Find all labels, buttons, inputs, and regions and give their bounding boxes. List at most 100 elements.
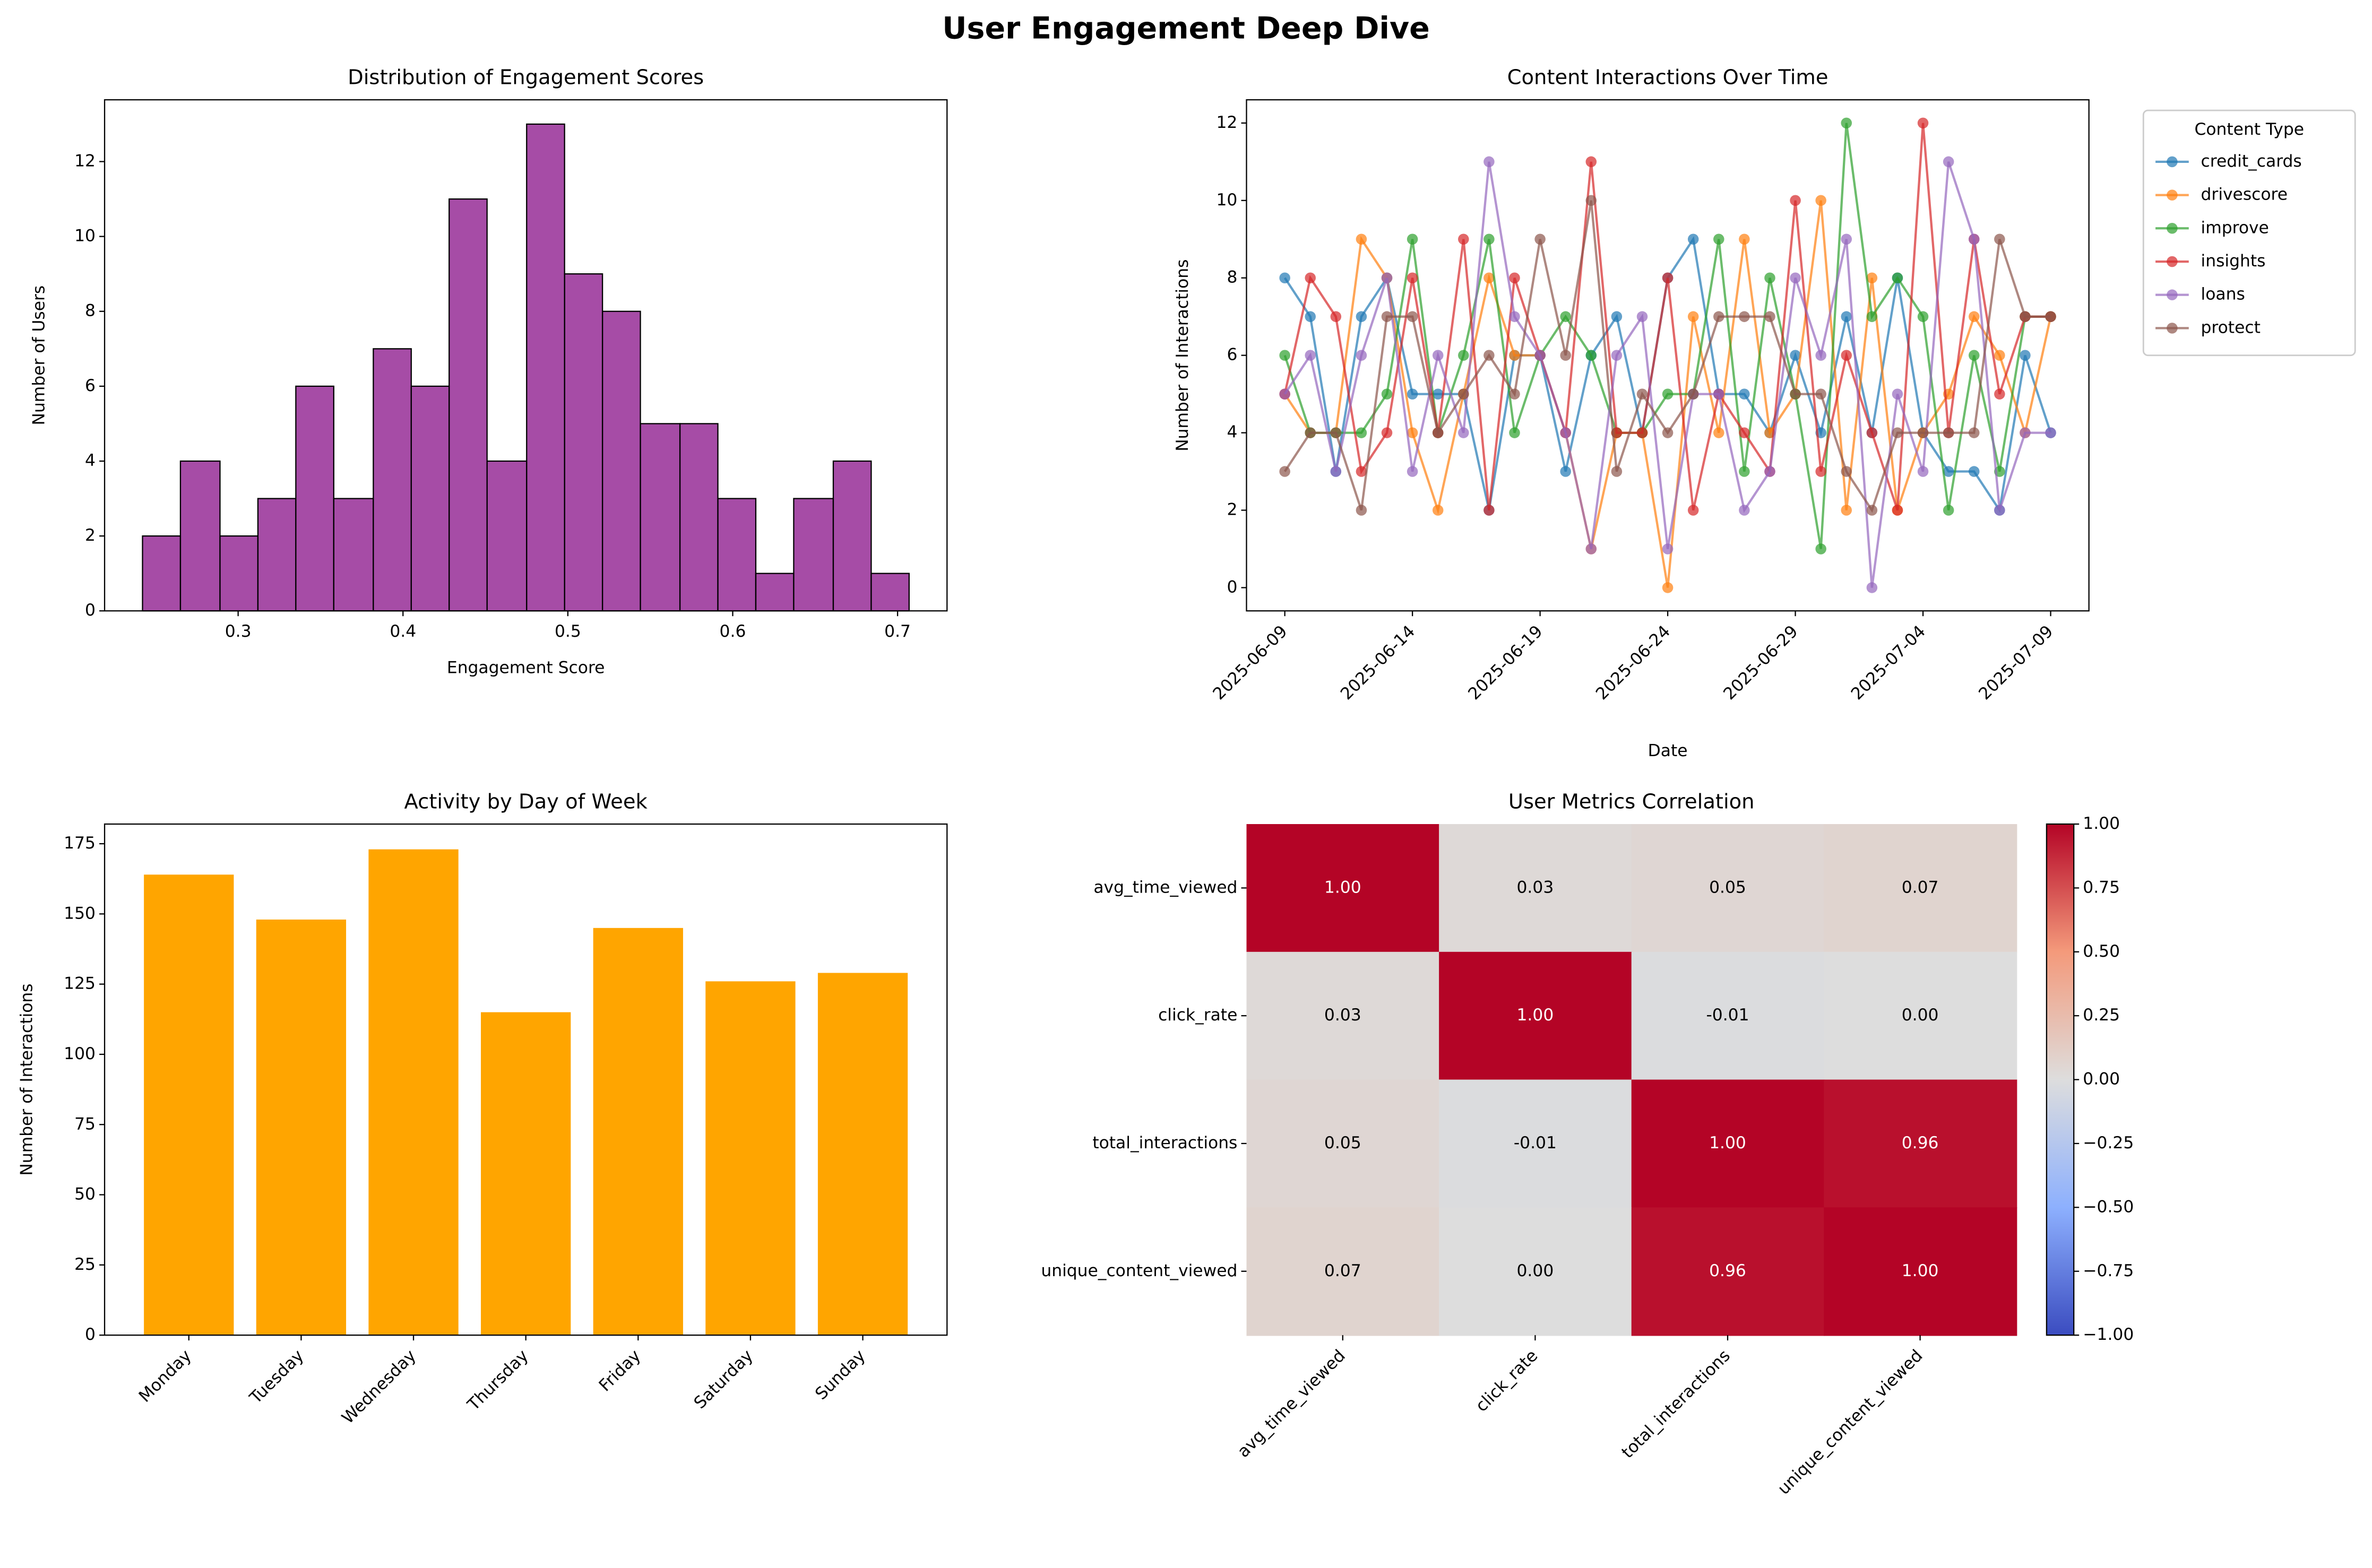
histogram-bar bbox=[486, 460, 528, 612]
line-marker bbox=[1994, 233, 2005, 245]
axes-frame bbox=[103, 99, 948, 612]
histogram-bar bbox=[755, 573, 795, 612]
y-tick-label: 12 bbox=[74, 151, 96, 170]
heatmap-cell bbox=[1631, 951, 1825, 1081]
line-marker bbox=[1458, 350, 1469, 361]
y-tick-label: 6 bbox=[85, 376, 96, 395]
line-marker bbox=[1305, 311, 1316, 322]
line-marker bbox=[1534, 350, 1546, 361]
bar bbox=[368, 849, 459, 1336]
histogram-bar bbox=[832, 460, 872, 612]
line-marker bbox=[1739, 388, 1750, 400]
line-marker bbox=[1662, 388, 1674, 400]
line-marker bbox=[1636, 311, 1648, 322]
line-marker bbox=[1713, 311, 1724, 322]
line-marker bbox=[1892, 505, 1903, 516]
line-marker bbox=[1687, 311, 1699, 322]
cell-label: 0.03 bbox=[1324, 1006, 1361, 1025]
y-tick-label: 50 bbox=[74, 1185, 96, 1204]
line-marker bbox=[1739, 233, 1750, 245]
line-marker bbox=[1841, 233, 1852, 245]
heatmap-cell bbox=[1246, 824, 1440, 953]
line-marker bbox=[1841, 311, 1852, 322]
line-marker bbox=[1917, 427, 1929, 438]
x-tick-label: 0.7 bbox=[884, 622, 911, 641]
line-marker bbox=[1483, 156, 1495, 168]
histogram-bar bbox=[219, 535, 259, 612]
line-marker bbox=[1866, 272, 1878, 283]
heatmap-cell bbox=[1824, 1079, 2017, 1208]
line-marker bbox=[1892, 427, 1903, 438]
line-marker bbox=[1994, 388, 2005, 400]
line-marker bbox=[1356, 233, 1367, 245]
heatmap-cell bbox=[1246, 1079, 1440, 1208]
line-marker bbox=[1407, 388, 1418, 400]
heatmap-cell bbox=[1439, 824, 1633, 953]
line-marker bbox=[1611, 311, 1623, 322]
y-tick-label: 100 bbox=[64, 1044, 96, 1063]
cell-label: 1.00 bbox=[1517, 1006, 1554, 1025]
line-marker bbox=[1662, 543, 1674, 555]
line-marker bbox=[1917, 117, 1929, 129]
y-tick-label: 10 bbox=[1217, 190, 1238, 210]
axes-title: Distribution of Engagement Scores bbox=[348, 66, 704, 90]
bar bbox=[593, 928, 683, 1336]
line-marker bbox=[1279, 272, 1290, 283]
line-marker bbox=[1764, 466, 1775, 477]
line-marker bbox=[1943, 505, 1954, 516]
cell-label: 0.05 bbox=[1709, 878, 1746, 897]
line-marker bbox=[1815, 388, 1826, 400]
line-marker bbox=[1407, 233, 1418, 245]
y-tick-label: 0.75 bbox=[2083, 878, 2120, 897]
line-marker bbox=[1560, 466, 1571, 477]
line-marker bbox=[1713, 427, 1724, 438]
line-marker bbox=[1585, 156, 1597, 168]
heatmap-cell bbox=[1246, 951, 1440, 1081]
line-marker bbox=[1994, 505, 2005, 516]
line-marker bbox=[1356, 427, 1367, 438]
legend-label: protect bbox=[2201, 318, 2261, 337]
line-marker bbox=[1917, 311, 1929, 322]
bar bbox=[481, 1012, 571, 1336]
line-marker bbox=[2020, 311, 2031, 322]
line-marker bbox=[1994, 350, 2005, 361]
line-marker bbox=[1968, 233, 1980, 245]
histogram-bar bbox=[333, 498, 374, 612]
y-tick-label: 150 bbox=[64, 904, 96, 923]
histogram-bar bbox=[142, 535, 182, 612]
x-tick-label: 2025-06-29 bbox=[1720, 622, 1801, 704]
legend-marker bbox=[2167, 223, 2178, 234]
line-marker bbox=[1279, 466, 1290, 477]
colorbar bbox=[2046, 823, 2075, 1336]
x-tick-label: click_rate bbox=[1472, 1346, 1541, 1416]
line-marker bbox=[1636, 427, 1648, 438]
heatmap-cell bbox=[1631, 1207, 1825, 1336]
line-marker bbox=[2045, 311, 2056, 322]
legend-marker bbox=[2167, 289, 2178, 300]
line-marker bbox=[1560, 350, 1571, 361]
line-marker bbox=[1662, 272, 1674, 283]
line-marker bbox=[1381, 427, 1393, 438]
line-marker bbox=[1968, 466, 1980, 477]
line-marker bbox=[1968, 311, 1980, 322]
y-tick-label: −1.00 bbox=[2083, 1325, 2134, 1344]
y-tick-label: 2 bbox=[85, 526, 96, 545]
legend-label: drivescore bbox=[2201, 185, 2288, 204]
histogram-bar bbox=[717, 498, 757, 612]
line-marker bbox=[1305, 350, 1316, 361]
line-marker bbox=[1841, 505, 1852, 516]
line-marker bbox=[1458, 388, 1469, 400]
line-marker bbox=[1790, 195, 1801, 206]
x-tick-label: Wednesday bbox=[338, 1346, 420, 1428]
line-marker bbox=[1611, 350, 1623, 361]
y-tick-label: 8 bbox=[1227, 268, 1237, 287]
y-tick-label: 175 bbox=[64, 834, 96, 853]
line-marker bbox=[1560, 311, 1571, 322]
line-marker bbox=[1483, 272, 1495, 283]
x-tick-label: 0.5 bbox=[555, 622, 581, 641]
y-tick-label: total_interactions bbox=[1092, 1133, 1237, 1153]
x-tick-label: Monday bbox=[135, 1346, 195, 1406]
line-marker bbox=[1713, 388, 1724, 400]
y-tick-label: unique_content_viewed bbox=[1041, 1261, 1237, 1280]
